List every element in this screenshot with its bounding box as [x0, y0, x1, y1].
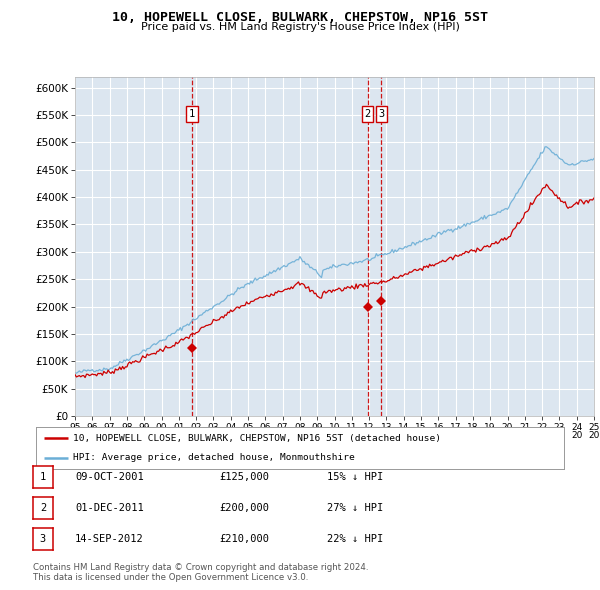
- Text: Price paid vs. HM Land Registry's House Price Index (HPI): Price paid vs. HM Land Registry's House …: [140, 22, 460, 32]
- Text: Contains HM Land Registry data © Crown copyright and database right 2024.
This d: Contains HM Land Registry data © Crown c…: [33, 563, 368, 582]
- Text: 27% ↓ HPI: 27% ↓ HPI: [327, 503, 383, 513]
- Text: 3: 3: [378, 109, 385, 119]
- Text: 22% ↓ HPI: 22% ↓ HPI: [327, 535, 383, 544]
- Text: 15% ↓ HPI: 15% ↓ HPI: [327, 472, 383, 481]
- Text: 01-DEC-2011: 01-DEC-2011: [75, 503, 144, 513]
- Text: 2: 2: [40, 503, 46, 513]
- Text: £210,000: £210,000: [219, 535, 269, 544]
- Text: 10, HOPEWELL CLOSE, BULWARK, CHEPSTOW, NP16 5ST (detached house): 10, HOPEWELL CLOSE, BULWARK, CHEPSTOW, N…: [73, 434, 441, 442]
- Text: 3: 3: [40, 535, 46, 544]
- Text: £200,000: £200,000: [219, 503, 269, 513]
- Text: £125,000: £125,000: [219, 472, 269, 481]
- Text: HPI: Average price, detached house, Monmouthshire: HPI: Average price, detached house, Monm…: [73, 453, 355, 462]
- Text: 14-SEP-2012: 14-SEP-2012: [75, 535, 144, 544]
- Text: 10, HOPEWELL CLOSE, BULWARK, CHEPSTOW, NP16 5ST: 10, HOPEWELL CLOSE, BULWARK, CHEPSTOW, N…: [112, 11, 488, 24]
- Text: 1: 1: [189, 109, 195, 119]
- Text: 2: 2: [365, 109, 371, 119]
- Text: 09-OCT-2001: 09-OCT-2001: [75, 472, 144, 481]
- Text: 1: 1: [40, 472, 46, 481]
